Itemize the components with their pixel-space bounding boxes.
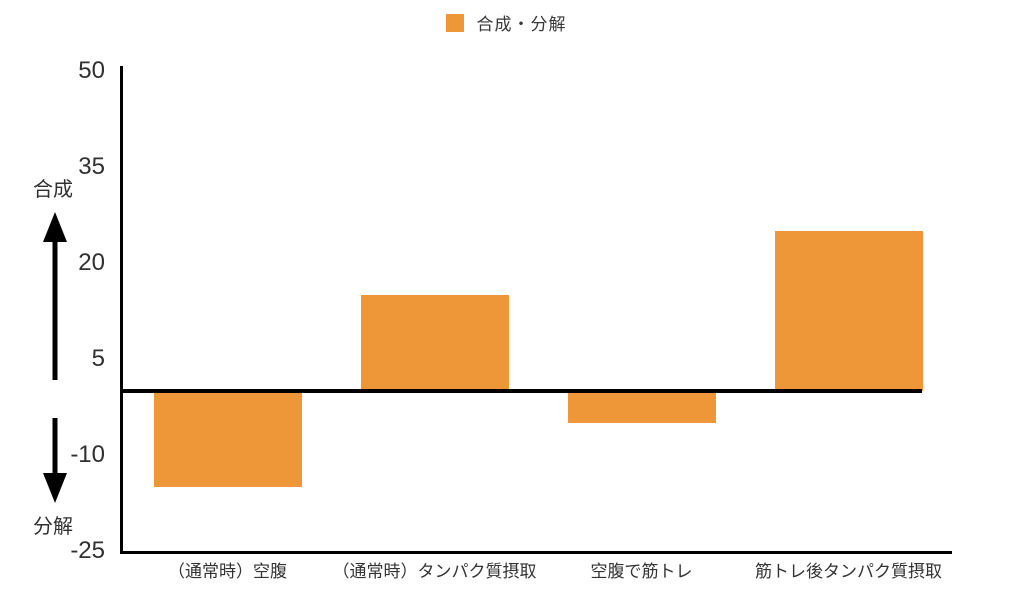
synthesis-direction-label: 合成 [33,179,73,201]
y-tick-label: 20 [78,249,105,276]
x-category-label: （通常時）空腹 [168,562,287,581]
y-tick-label: 5 [91,345,105,372]
legend-swatch-icon [445,13,464,32]
bar-1 [153,391,302,487]
x-category-label: 空腹で筋トレ [590,562,693,581]
zero-baseline [120,389,922,393]
y-tick-label: -10 [70,441,105,468]
direction-arrows-icon [43,212,67,503]
x-axis-line [120,551,952,554]
x-category-label: （通常時）タンパク質摂取 [332,562,537,581]
legend-label: 合成・分解 [476,15,567,34]
y-axis-line [120,66,123,554]
y-tick-label: 50 [78,57,105,84]
legend: 合成・分解 [0,10,1012,35]
y-tick-label: 35 [78,153,105,180]
x-category-label: 筋トレ後タンパク質摂取 [755,562,942,581]
bar-2 [360,295,509,391]
breakdown-direction-label: 分解 [33,516,73,538]
y-tick-label: -25 [70,537,105,564]
bar-4 [774,231,923,391]
bar-3 [567,391,716,423]
